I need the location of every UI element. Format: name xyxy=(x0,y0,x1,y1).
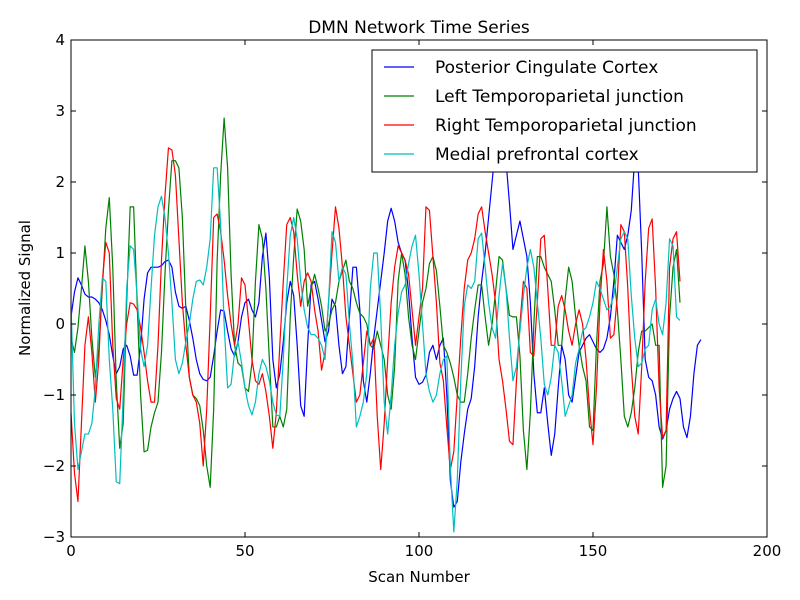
legend-label-0: Posterior Cingulate Cortex xyxy=(435,58,658,78)
series-line-2 xyxy=(71,147,681,503)
x-tick-label-0: 0 xyxy=(66,542,76,560)
chart-title: DMN Network Time Series xyxy=(308,18,530,38)
series-line-1 xyxy=(71,117,681,488)
y-tick-label-6: 3 xyxy=(55,102,65,120)
y-tick-label-5: 2 xyxy=(55,173,65,191)
y-axis-title: Normalized Signal xyxy=(16,220,34,356)
legend: Posterior Cingulate Cortex Left Temporopa… xyxy=(371,49,758,173)
ticks-layer: 0 50 100 150 200 −3 −2 −1 0 1 2 3 4 xyxy=(43,31,781,560)
x-tick-label-3: 150 xyxy=(579,542,608,560)
legend-label-2: Right Temporoparietal junction xyxy=(435,116,697,136)
x-tick-label-2: 100 xyxy=(405,542,434,560)
legend-box xyxy=(371,49,758,173)
y-tick-label-1: −2 xyxy=(43,457,65,475)
y-tick-label-3: 0 xyxy=(55,315,65,333)
x-tick-label-1: 50 xyxy=(235,542,254,560)
y-tick-label-2: −1 xyxy=(43,386,65,404)
y-tick-label-7: 4 xyxy=(55,31,65,49)
x-tick-label-4: 200 xyxy=(753,542,782,560)
y-tick-label-0: −3 xyxy=(43,528,65,546)
x-axis-title: Scan Number xyxy=(368,568,470,586)
series-layer xyxy=(71,117,702,533)
series-line-3 xyxy=(71,167,681,533)
legend-label-1: Left Temporoparietal junction xyxy=(435,87,684,107)
y-tick-label-4: 1 xyxy=(55,244,65,262)
legend-label-3: Medial prefrontal cortex xyxy=(435,145,639,165)
